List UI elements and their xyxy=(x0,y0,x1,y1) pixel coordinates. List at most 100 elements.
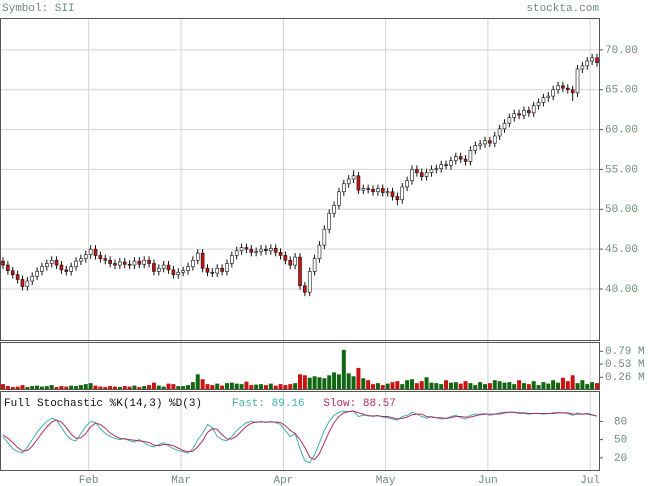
candle-body xyxy=(444,164,448,166)
volume-bar xyxy=(151,382,156,390)
candle-body xyxy=(385,191,390,194)
volume-bar xyxy=(307,377,312,390)
volume-bar xyxy=(302,375,307,390)
candle-body xyxy=(361,188,366,191)
volume-bar xyxy=(419,381,424,390)
volume-bar xyxy=(78,385,83,390)
volume-bar xyxy=(220,385,225,390)
candle-body xyxy=(79,258,83,262)
candle-body xyxy=(317,244,322,260)
candle-body xyxy=(337,191,341,206)
volume-bar xyxy=(69,385,74,390)
candle-body xyxy=(327,212,332,230)
volume-bar xyxy=(59,386,64,390)
legend-fast-value: 89.16 xyxy=(272,398,305,410)
volume-panel xyxy=(0,342,600,390)
candle-body xyxy=(293,256,297,266)
volume-bar xyxy=(268,383,273,390)
marks xyxy=(1,53,599,464)
candle-body xyxy=(171,269,176,275)
candle-body xyxy=(205,267,210,273)
volume-bar xyxy=(332,372,337,390)
candle-body xyxy=(356,175,361,191)
candle-body xyxy=(342,183,346,193)
candle-body xyxy=(40,266,44,272)
volume-bar xyxy=(517,380,522,390)
candle-body xyxy=(429,169,434,173)
volume-bar xyxy=(463,381,468,390)
candle-body xyxy=(527,110,531,114)
candle-body xyxy=(137,260,142,265)
candle-body xyxy=(200,252,205,269)
x-tick-label: Jul xyxy=(580,475,600,486)
y-tick-label: 0.53 M xyxy=(605,359,645,371)
volume-bar xyxy=(312,376,317,390)
volume-bar xyxy=(361,378,366,390)
candle-body xyxy=(312,258,317,272)
y-tick-label: 20 xyxy=(614,453,627,465)
volume-bar xyxy=(531,381,536,390)
volume-bar xyxy=(478,382,483,390)
candle-body xyxy=(254,251,258,253)
stochastic-line xyxy=(2,410,598,464)
volume-bar xyxy=(327,375,332,390)
symbol-label: Symbol: SII xyxy=(2,3,75,15)
volume-bar xyxy=(229,382,234,390)
candle-body xyxy=(15,274,20,280)
candle-body xyxy=(502,122,507,130)
volume-bar xyxy=(366,380,371,390)
volume-bar xyxy=(585,384,590,390)
candle-body xyxy=(210,271,215,274)
candle-body xyxy=(93,248,98,256)
candle-body xyxy=(273,248,278,253)
volume-bar xyxy=(444,380,449,390)
volume-bar xyxy=(64,386,69,390)
volume-bar xyxy=(273,385,278,390)
volume-bar xyxy=(88,383,93,390)
candle-body xyxy=(346,178,351,185)
candle-body xyxy=(400,186,405,201)
candle-body xyxy=(215,267,220,274)
volume-bar xyxy=(439,384,444,390)
candle-body xyxy=(551,89,555,97)
candle-body xyxy=(376,188,380,193)
candle-body xyxy=(380,188,385,193)
volume-bar xyxy=(434,383,439,390)
candle-body xyxy=(220,267,224,272)
volume-bar xyxy=(30,386,35,390)
candle-body xyxy=(556,85,560,91)
volume-bar xyxy=(93,385,98,390)
x-tick-label: Feb xyxy=(79,475,99,486)
candle-body xyxy=(395,196,400,201)
volume-bar xyxy=(181,386,186,390)
volume-bar xyxy=(263,385,268,390)
volume-bar xyxy=(468,383,473,390)
candle-body xyxy=(181,270,185,273)
candle-body xyxy=(264,248,268,252)
candle-body xyxy=(113,263,117,266)
volume-bar xyxy=(254,384,259,390)
volume-bar xyxy=(103,387,108,390)
candle-body xyxy=(366,188,370,190)
volume-bar xyxy=(186,385,191,390)
y-tick-label: 70.00 xyxy=(605,45,638,57)
price-panel xyxy=(0,18,600,341)
volume-bar xyxy=(195,374,200,390)
volume-bar xyxy=(112,386,117,390)
candle-body xyxy=(541,97,546,103)
volume-bar xyxy=(560,377,565,390)
candle-body xyxy=(488,140,492,144)
candle-body xyxy=(561,85,565,89)
candle-body xyxy=(278,252,283,256)
volume-bar xyxy=(117,387,122,390)
volume-bar xyxy=(161,386,166,390)
volume-bar xyxy=(74,386,79,390)
volume-bar xyxy=(322,378,327,390)
candle-body xyxy=(54,259,59,266)
volume-bar xyxy=(492,380,497,390)
candle-body xyxy=(322,228,327,246)
candle-body xyxy=(439,164,443,169)
candle-body xyxy=(405,180,409,188)
candle-body xyxy=(415,169,419,173)
